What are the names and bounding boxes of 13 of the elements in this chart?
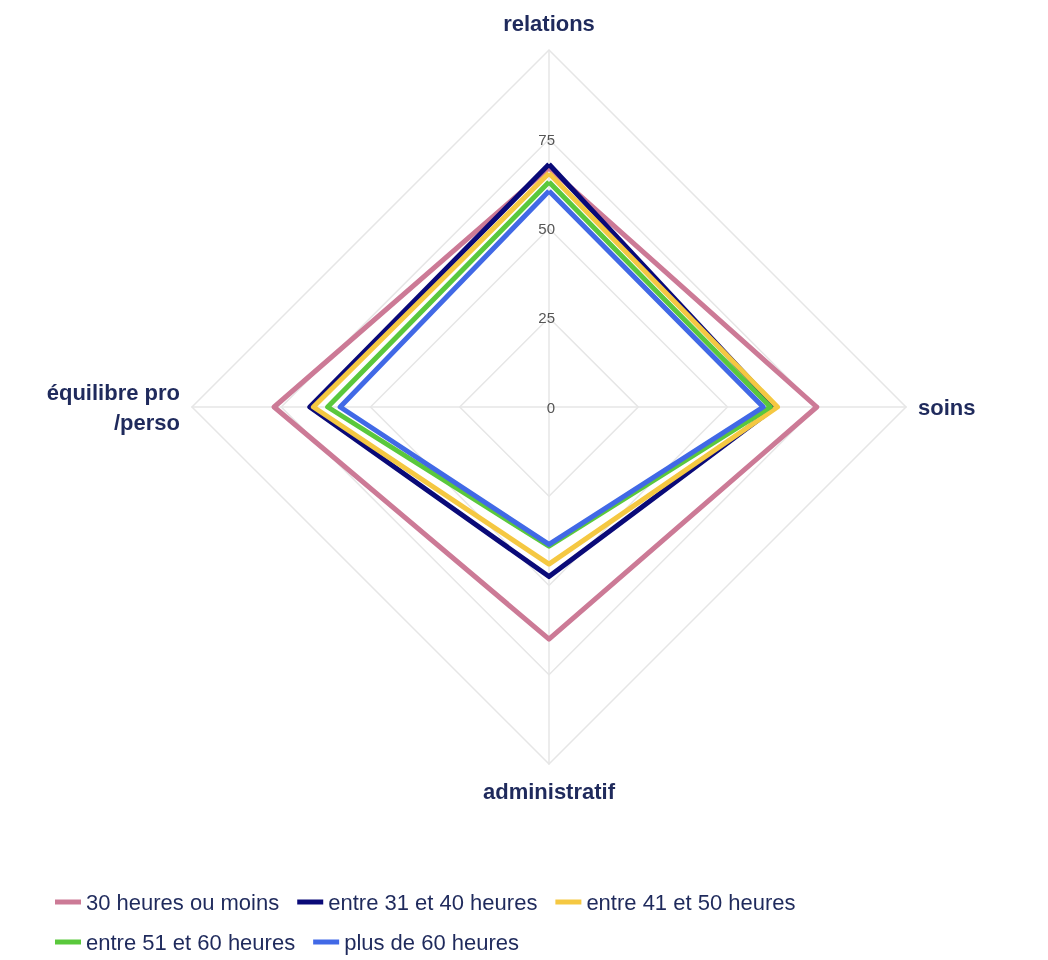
spoke-label: soins [918,394,976,420]
y-tick-label: 75 [538,130,555,148]
spoke-label: équilibre pro /perso [46,379,180,435]
legend-label: entre 31 et 40 heures [328,889,538,915]
spoke-label: relations [503,10,595,36]
spoke-label: administratif [482,778,616,804]
legend-label: entre 41 et 50 heures [586,889,796,915]
legend-label: 30 heures ou moins [86,889,280,915]
legend-label: plus de 60 heures [344,929,520,955]
y-tick-label: 0 [546,398,555,416]
legend-label: entre 51 et 60 heures [86,929,296,955]
y-tick-label: 25 [538,309,555,327]
y-tick-label: 50 [538,220,555,237]
